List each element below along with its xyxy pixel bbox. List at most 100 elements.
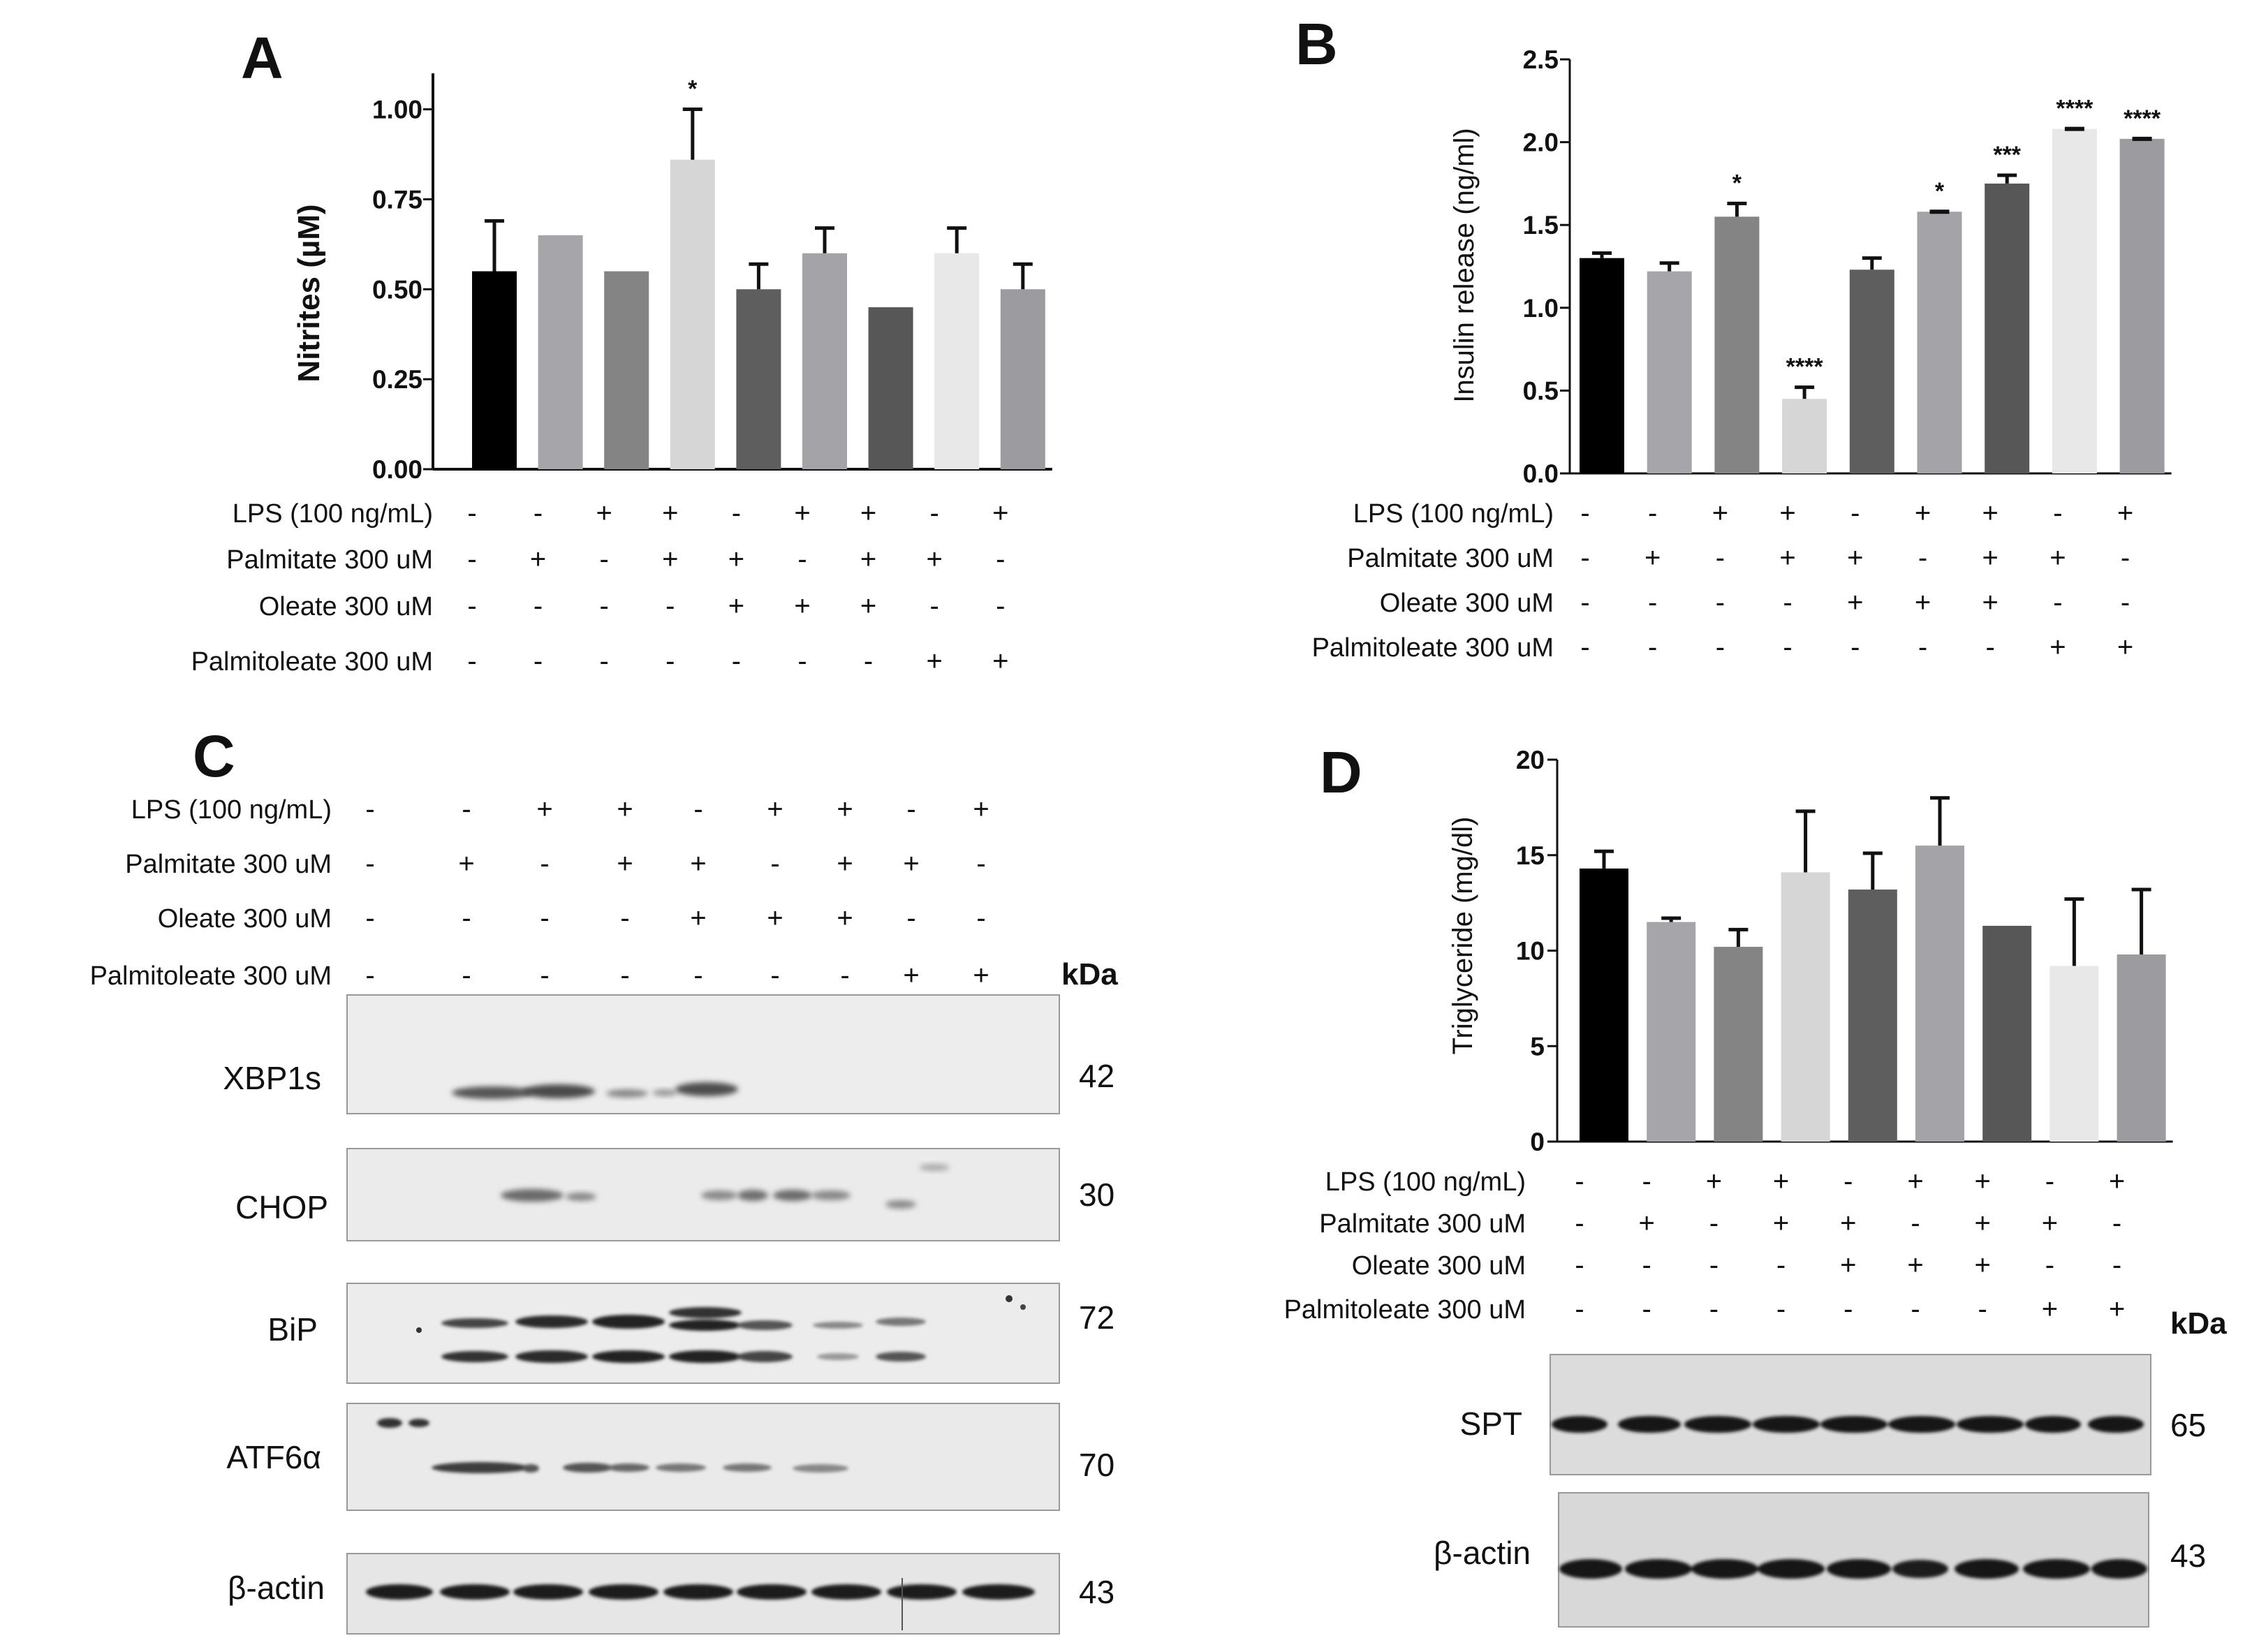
treatment-symbol: - (467, 646, 476, 677)
y-tick-label: 1.00 (372, 96, 422, 124)
treatment-symbol: - (467, 498, 476, 529)
chart-a: 0.00 0.25 0.50 0.75 1.00 * (372, 73, 1052, 484)
treatment-symbol: + (837, 848, 853, 879)
treatment-symbol: + (973, 794, 989, 825)
bar (604, 271, 649, 469)
bar (1647, 922, 1696, 1142)
treatment-symbol: + (1840, 1208, 1856, 1239)
blot-label-bip: BiP (267, 1311, 318, 1348)
treatment-symbol: - (365, 848, 374, 879)
treatment-symbol: + (1847, 543, 1863, 573)
cond-label-palmitoleate-a: Palmitoleate 300 uM (191, 647, 433, 677)
treatment-symbol: - (732, 646, 741, 677)
bar (1580, 868, 1628, 1142)
chart-d: 0 5 10 15 20 (1516, 746, 2173, 1156)
treatment-symbol: + (860, 591, 876, 621)
kda-atf6a: 70 (1079, 1447, 1114, 1483)
significance-label: **** (1786, 354, 1824, 381)
treatment-symbol: - (996, 544, 1005, 575)
treatment-symbol: + (1712, 498, 1728, 529)
blot-label-chop: CHOP (235, 1189, 328, 1225)
treatment-symbol: - (365, 960, 374, 991)
treatment-symbol: + (1975, 1166, 1991, 1197)
cond-label-oleate-b: Oleate 300 uM (1380, 589, 1554, 618)
treatment-symbol: + (992, 498, 1008, 529)
treatment-symbol: - (2121, 543, 2130, 573)
treatment-symbol: - (1911, 1208, 1920, 1239)
treatment-symbol: - (665, 591, 675, 621)
kda-bactin-d: 43 (2170, 1537, 2206, 1574)
treatment-symbol: - (540, 848, 549, 879)
kda-bip: 72 (1079, 1299, 1114, 1336)
bar (1000, 289, 1045, 469)
cond-label-palmitoleate-c: Palmitoleate 300 uM (90, 961, 332, 991)
treatment-symbol: + (837, 903, 853, 934)
y-tick-label: 0.50 (372, 275, 422, 304)
treatment-symbol: - (864, 646, 873, 677)
y-tick-label: 1.0 (1523, 294, 1559, 323)
y-tick-label: 15 (1516, 841, 1545, 870)
treatment-matrix-d: LPS (100 ng/mL) Palmitate 300 uM Oleate … (1284, 1166, 2126, 1325)
blot-spt: SPT 65 (1460, 1354, 2206, 1475)
blot-chop: CHOP 30 (235, 1148, 1114, 1241)
treatment-symbol: + (728, 544, 744, 575)
panel-letter-b: B (1295, 11, 1338, 77)
treatment-symbol: + (903, 848, 919, 879)
cond-label-palmitate-c: Palmitate 300 uM (125, 850, 332, 879)
treatment-symbol: - (462, 794, 471, 825)
treatment-symbol: + (2109, 1166, 2125, 1197)
cond-label-lps-a: LPS (100 ng/mL) (233, 499, 433, 529)
bar (538, 235, 583, 469)
kda-header-d: kDa (2170, 1306, 2227, 1341)
chart-b: 0.00.51.01.52.02.5************* **** (1523, 45, 2172, 488)
treatment-symbol: - (1986, 632, 1995, 663)
treatment-symbol: + (1915, 587, 1931, 618)
panel-b: B Insulin release (ng/ml) 0.0 0.5 1.0 1.5 2.… (1295, 11, 2172, 663)
bar (1782, 399, 1827, 473)
treatment-symbol: + (728, 591, 744, 621)
bar (1781, 872, 1830, 1142)
treatment-symbol: - (540, 903, 549, 934)
treatment-symbol: - (1709, 1250, 1719, 1281)
treatment-symbol: - (1783, 587, 1792, 618)
treatment-symbol: + (1847, 587, 1863, 618)
cond-label-lps-b: LPS (100 ng/mL) (1353, 499, 1554, 529)
y-tick-label: 1.5 (1523, 211, 1559, 239)
treatment-symbol: - (467, 591, 476, 621)
treatment-symbol: - (1642, 1250, 1651, 1281)
treatment-symbol: + (617, 794, 633, 825)
treatment-symbol: - (770, 960, 779, 991)
treatment-symbol: - (1709, 1294, 1719, 1325)
y-tick-label: 0.75 (372, 185, 422, 214)
bar (670, 159, 715, 469)
treatment-symbol: + (2117, 498, 2133, 529)
y-tick-label: 0.25 (372, 365, 422, 394)
cond-label-palmitate-a: Palmitate 300 uM (226, 545, 433, 575)
blot-label-spt: SPT (1460, 1406, 1522, 1442)
significance-label: **** (2124, 105, 2161, 132)
blot-bactin-d: β-actin 43 (1434, 1492, 2206, 1628)
treatment-symbol: + (1773, 1208, 1789, 1239)
treatment-matrix-a: LPS (100 ng/mL) Palmitate 300 uM Oleate … (191, 498, 1009, 677)
bar (1849, 270, 1894, 473)
treatment-symbol: - (2053, 587, 2062, 618)
treatment-symbol: - (1642, 1166, 1651, 1197)
bar (1917, 212, 1962, 473)
bar (1580, 258, 1624, 473)
cond-label-palmitate-d: Palmitate 300 uM (1319, 1209, 1526, 1239)
treatment-symbol: + (973, 960, 989, 991)
bar (2119, 138, 2165, 473)
bar (1982, 925, 2032, 1142)
treatment-symbol: + (927, 544, 943, 575)
panel-c: C LPS (100 ng/mL) Palmitate 300 uM Oleat… (90, 723, 1118, 1635)
treatment-symbol: - (1580, 543, 1589, 573)
treatment-symbol: - (1575, 1250, 1584, 1281)
y-tick-label: 5 (1530, 1032, 1545, 1061)
y-tick-label: 20 (1516, 746, 1545, 774)
treatment-symbol: - (1776, 1250, 1786, 1281)
significance-label: * (1935, 178, 1945, 205)
treatment-symbol: + (767, 903, 783, 934)
treatment-symbol: - (1850, 498, 1860, 529)
significance-label: * (688, 76, 698, 103)
cond-label-palmitoleate-b: Palmitoleate 300 uM (1312, 633, 1554, 663)
